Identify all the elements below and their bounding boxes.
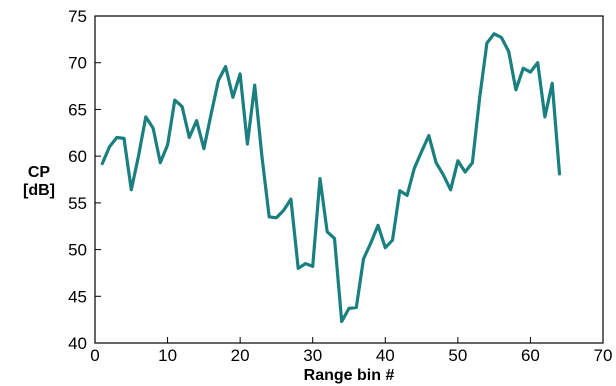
x-axis-ticks: 0 10 20 30 40 50 60 70 — [90, 337, 612, 365]
y-axis-title-line-1: CP — [28, 164, 51, 181]
x-tick-label: 70 — [594, 346, 613, 365]
x-tick-label: 50 — [448, 346, 467, 365]
series-line-0 — [100, 32, 562, 324]
x-tick-label: 40 — [376, 346, 395, 365]
x-tick-label: 30 — [303, 346, 322, 365]
x-tick-label: 20 — [231, 346, 250, 365]
x-axis-title: Range bin # — [304, 367, 395, 384]
x-tick-label: 0 — [90, 346, 99, 365]
y-tick-label: 60 — [68, 147, 87, 166]
series-layer — [100, 32, 562, 324]
y-tick-label: 65 — [68, 100, 87, 119]
y-tick-label: 75 — [68, 7, 87, 26]
y-tick-label: 55 — [68, 194, 87, 213]
y-tick-label: 40 — [68, 334, 87, 353]
y-axis-ticks: 40 45 50 55 60 65 70 75 — [68, 7, 101, 353]
y-tick-label: 45 — [68, 287, 87, 306]
x-tick-label: 10 — [158, 346, 177, 365]
plot-area-frame — [94, 15, 604, 344]
y-axis-title-line-2: [dB] — [23, 182, 55, 199]
x-tick-label: 60 — [521, 346, 540, 365]
y-tick-label: 70 — [68, 54, 87, 73]
y-tick-label: 50 — [68, 241, 87, 260]
